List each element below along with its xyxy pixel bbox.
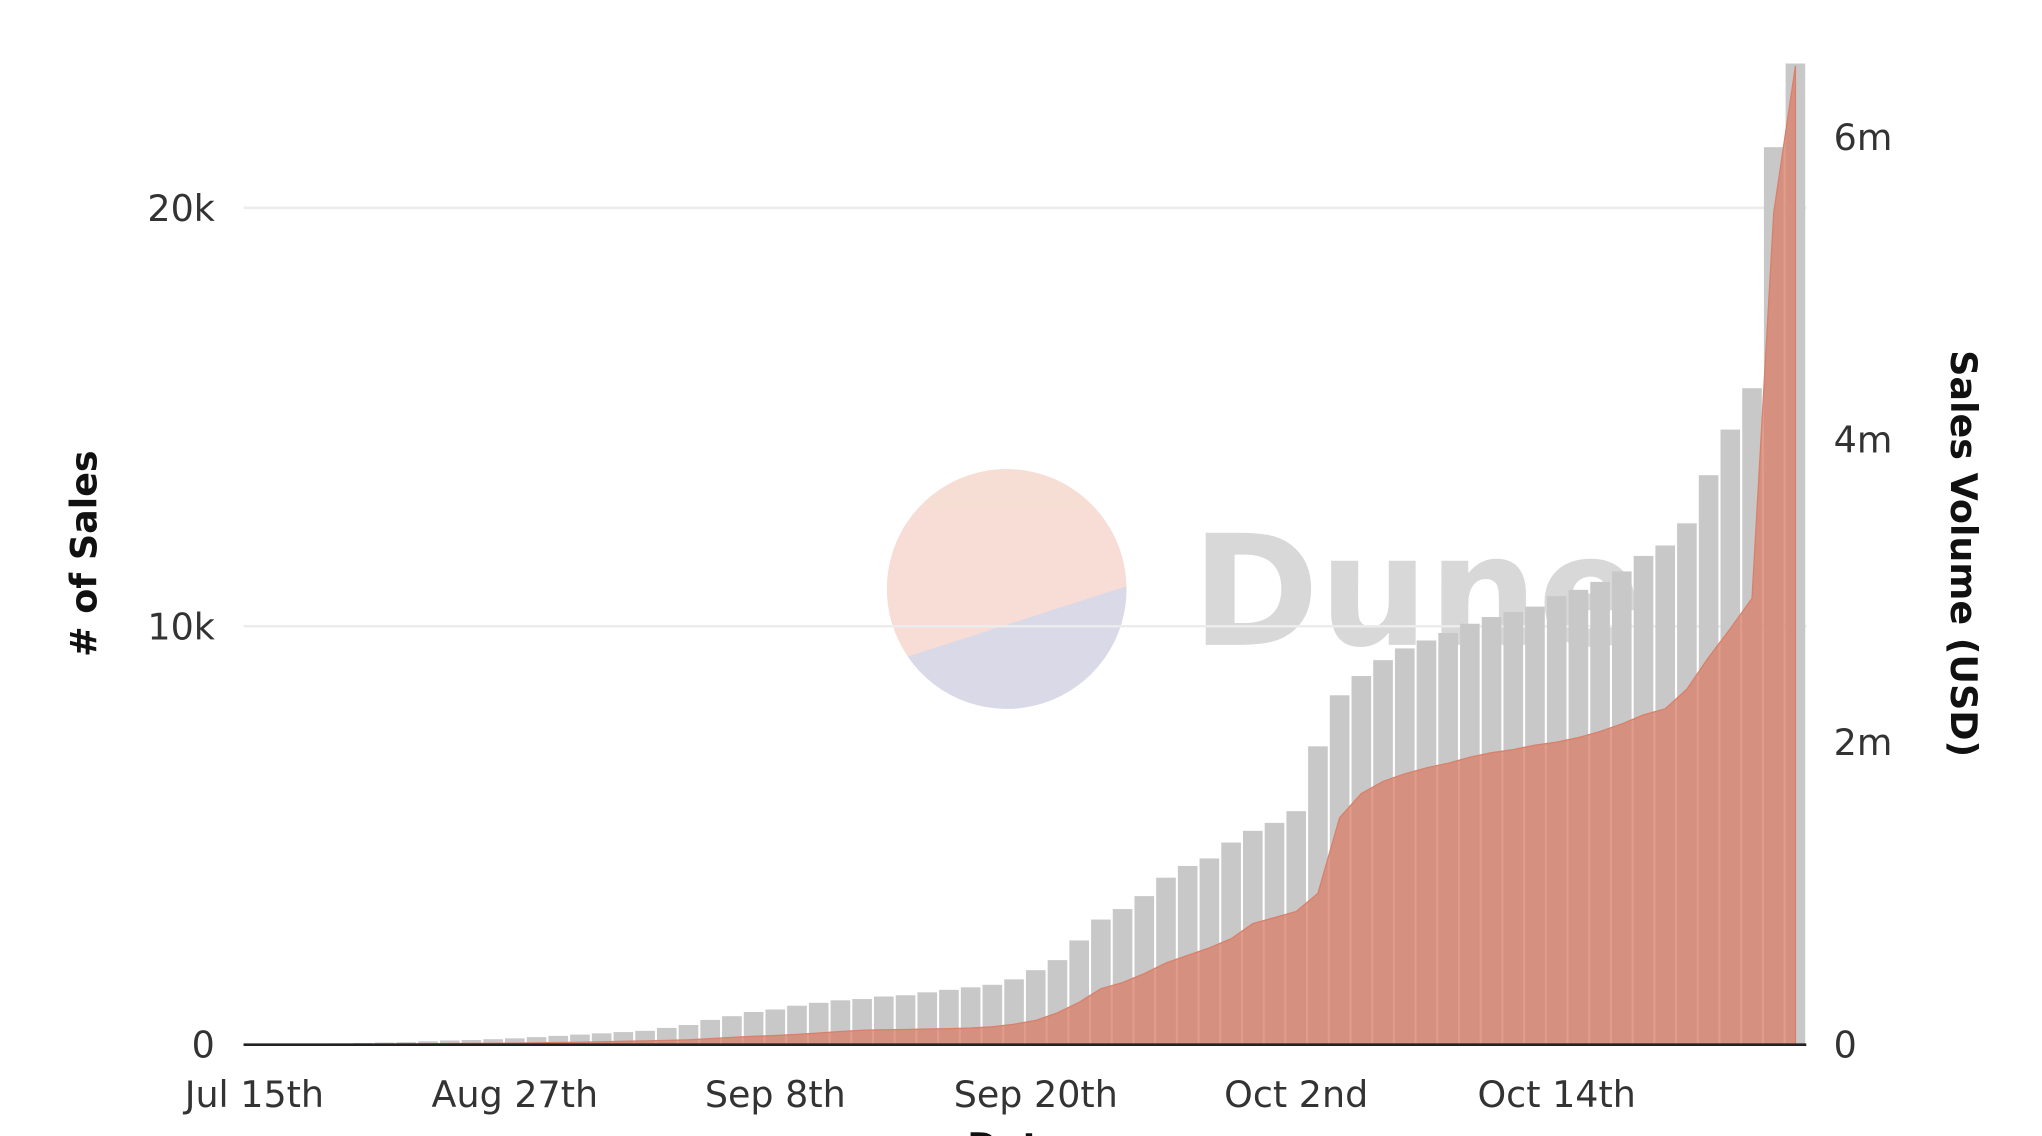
y2-tick-label: 2m [1834, 721, 1893, 764]
y-tick-label: 10k [147, 605, 215, 648]
bar [418, 1041, 438, 1045]
bar [439, 1040, 460, 1045]
bar [591, 1033, 612, 1045]
y2-tick-label: 6m [1834, 116, 1893, 159]
y2-tick-label: 4m [1834, 419, 1893, 462]
x-axis-title: Date [967, 1125, 1064, 1136]
y-axis-title: # of Sales [62, 450, 105, 657]
y2-axis-title: Sales Volume (USD) [1942, 350, 1985, 757]
bar [526, 1037, 547, 1045]
plot: 0 10k 20k 0 2m 4m 6m Jul 15th Aug 27th Sep 8th Sep… [147, 63, 1892, 1116]
bar [548, 1035, 569, 1045]
y-tick-label: 0 [192, 1024, 215, 1067]
x-tick-label: Oct 14th [1477, 1073, 1635, 1116]
bar [505, 1038, 525, 1045]
x-tick-label: Sep 8th [705, 1073, 846, 1116]
x-tick-label: Aug 27th [432, 1073, 599, 1116]
bar [461, 1040, 482, 1045]
x-tick-label: Jul 15th [183, 1073, 324, 1116]
y-tick-label: 20k [147, 187, 215, 230]
y2-tick-label: 0 [1834, 1024, 1857, 1067]
watermark-logo-part [907, 586, 1127, 709]
bar [570, 1034, 590, 1045]
watermark: Dune [886, 469, 1642, 709]
bar [483, 1039, 503, 1045]
x-tick-label: Sep 20th [954, 1073, 1118, 1116]
grid [243, 206, 1807, 628]
area [254, 65, 1797, 1046]
x-tick-label: Oct 2nd [1224, 1073, 1368, 1116]
